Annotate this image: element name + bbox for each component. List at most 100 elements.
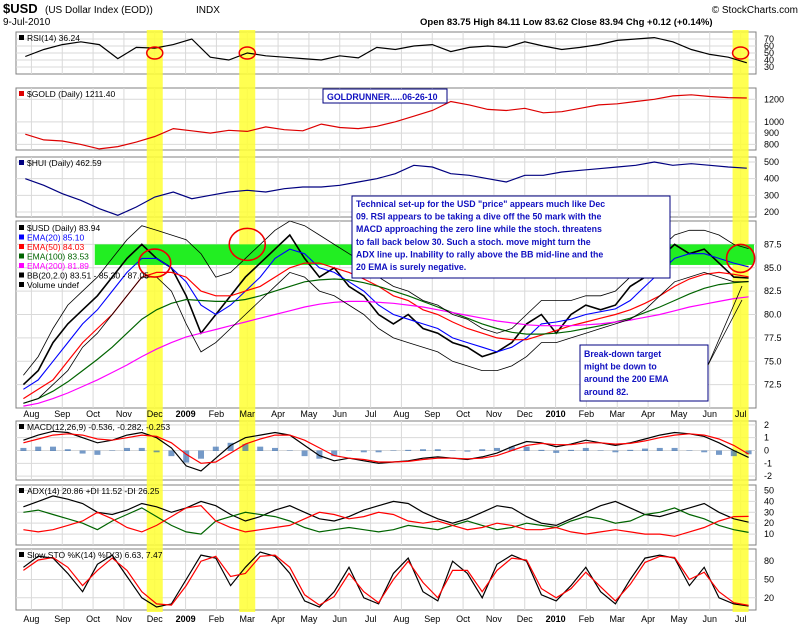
macd-histogram-bar bbox=[730, 450, 737, 457]
macd-histogram-bar bbox=[286, 450, 293, 451]
commentary-line: Technical set-up for the USD "price" app… bbox=[356, 199, 605, 209]
x-tick-label-bottom: Mar bbox=[610, 614, 626, 624]
chart-exchange: INDX bbox=[196, 5, 220, 16]
legend-entry: EMA(100) 83.53 bbox=[27, 252, 89, 262]
series-line-stoch bbox=[23, 551, 749, 608]
y-tick-label: 77.5 bbox=[764, 333, 782, 343]
y-tick-label: 900 bbox=[764, 128, 779, 138]
macd-histogram-bar bbox=[212, 446, 219, 451]
x-tick-label-top: Jun bbox=[332, 409, 347, 419]
chart-name: (US Dollar Index (EOD)) bbox=[45, 5, 153, 16]
x-tick-label-bottom: Nov bbox=[116, 614, 133, 624]
x-tick-label-top: Dec bbox=[517, 409, 534, 419]
commentary-line: 09. RSI appears to be taking a dive off … bbox=[356, 212, 602, 222]
macd-histogram-bar bbox=[331, 450, 338, 457]
x-tick-label-bottom: Feb bbox=[579, 614, 595, 624]
axis-ticks: 70605040301200100090080050040030020087.5… bbox=[23, 34, 784, 624]
x-tick-label-bottom: Aug bbox=[393, 614, 409, 624]
commentary-line: ADX line up. Inability to rally above th… bbox=[356, 249, 603, 259]
y-tick-label: 50 bbox=[764, 485, 774, 495]
legend-entry: Slow STO %K(14) %D(3) 6.63, 7.47 bbox=[27, 550, 163, 560]
macd-histogram-bar bbox=[375, 450, 382, 453]
y-tick-label: 82.5 bbox=[764, 286, 782, 296]
legend-entry: BB(20,2.0) 83.51 - 85.30 - 87.05 bbox=[27, 271, 149, 281]
x-tick-label-top: Feb bbox=[209, 409, 225, 419]
x-tick-label-top: Nov bbox=[116, 409, 133, 419]
y-tick-label: 10 bbox=[764, 529, 774, 539]
macd-histogram-bar bbox=[272, 447, 278, 451]
x-tick-label-bottom: Aug bbox=[23, 614, 39, 624]
y-tick-label: 1000 bbox=[764, 117, 784, 127]
macd-histogram-bar bbox=[642, 448, 648, 451]
series-line-price bbox=[23, 262, 749, 400]
macd-histogram-bar bbox=[316, 450, 323, 459]
legend-swatch bbox=[19, 35, 24, 40]
x-tick-label-top: Jul bbox=[365, 409, 377, 419]
rsi-circle-marker bbox=[238, 46, 256, 60]
legend-entry: $USD (Daily) 83.94 bbox=[27, 223, 100, 233]
y-tick-label: 72.5 bbox=[764, 380, 782, 390]
macd-histogram-bar bbox=[138, 447, 145, 451]
y-tick-label: 87.5 bbox=[764, 239, 782, 249]
target-text: Break-down target might be down to aroun… bbox=[584, 349, 671, 397]
x-tick-label-top: Feb bbox=[579, 409, 595, 419]
x-tick-label-bottom: Apr bbox=[271, 614, 285, 624]
y-tick-label: 30 bbox=[764, 62, 774, 72]
series-line-adx bbox=[23, 507, 749, 535]
commentary-box bbox=[351, 195, 671, 279]
series-line-price bbox=[23, 220, 749, 376]
target-pointer-line bbox=[707, 285, 743, 366]
x-tick-label-top: May bbox=[300, 409, 318, 419]
macd-histogram-bar bbox=[390, 450, 397, 451]
macd-histogram-bar bbox=[612, 450, 619, 453]
x-tick-label-bottom: 2009 bbox=[176, 614, 196, 624]
macd-histogram-bar bbox=[538, 449, 545, 451]
macd-histogram-bar bbox=[508, 446, 515, 451]
macd-histogram-bar bbox=[686, 450, 693, 451]
legend-entry: Volume undef bbox=[27, 280, 80, 290]
macd-histogram-bar bbox=[35, 446, 42, 451]
x-tick-label-top: Oct bbox=[456, 409, 471, 419]
x-tick-label-bottom: Dec bbox=[517, 614, 534, 624]
legend-entry: EMA(20) 85.10 bbox=[27, 233, 84, 243]
target-pointer-line-2 bbox=[707, 299, 743, 366]
y-tick-label: 40 bbox=[764, 496, 774, 506]
y-tick-label: -2 bbox=[764, 471, 772, 481]
commentary-line: to fall back below 30. Such a stoch. mov… bbox=[356, 237, 591, 247]
y-tick-label: -1 bbox=[764, 458, 772, 468]
x-tick-label-top: Jun bbox=[702, 409, 717, 419]
macd-histogram-bar bbox=[198, 450, 204, 459]
chart-symbol: $USD bbox=[3, 1, 38, 16]
series-line-adx bbox=[23, 495, 749, 527]
y-tick-label: 75.0 bbox=[764, 356, 782, 366]
legend-swatch bbox=[19, 244, 24, 249]
y-tick-label: 20 bbox=[764, 518, 774, 528]
target-line: might be down to bbox=[584, 362, 657, 372]
series-line-price bbox=[22, 233, 749, 386]
rsi-circle-marker bbox=[146, 46, 164, 60]
highlight-bar bbox=[146, 30, 163, 612]
x-tick-label-top: 2010 bbox=[546, 409, 566, 419]
x-tick-label-bottom: Jun bbox=[702, 614, 717, 624]
legend-swatch bbox=[19, 272, 24, 278]
y-tick-label: 0 bbox=[764, 446, 769, 456]
chart-credit: © StockCharts.com bbox=[712, 5, 798, 16]
x-tick-label-top: Apr bbox=[271, 409, 285, 419]
rsi-circle-marker bbox=[731, 46, 750, 60]
legend-swatch bbox=[19, 488, 24, 493]
series-line-hui bbox=[25, 161, 747, 216]
legend-swatch bbox=[19, 225, 24, 230]
y-tick-label: 60 bbox=[764, 41, 774, 51]
y-tick-label: 70 bbox=[764, 34, 774, 44]
x-tick-label-top: Aug bbox=[23, 409, 39, 419]
y-tick-label: 200 bbox=[764, 207, 779, 217]
x-tick-label-top: Mar bbox=[240, 409, 256, 419]
macd-histogram-bar bbox=[494, 447, 500, 451]
x-tick-label-top: Nov bbox=[486, 409, 503, 419]
x-tick-label-top: Oct bbox=[86, 409, 101, 419]
legend-swatch bbox=[19, 160, 24, 165]
macd-histogram-bar bbox=[227, 442, 234, 451]
y-tick-label: 800 bbox=[764, 139, 779, 149]
x-tick-label-top: Sep bbox=[54, 409, 70, 419]
series-line-stoch bbox=[23, 554, 749, 606]
